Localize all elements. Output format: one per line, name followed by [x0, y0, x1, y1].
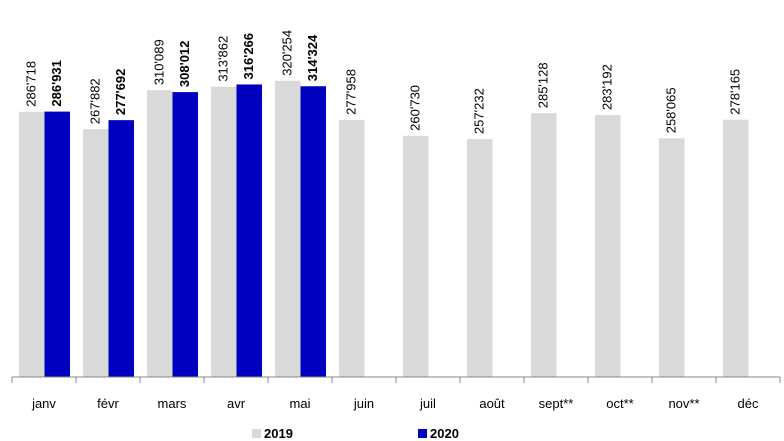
- bar: [339, 119, 365, 377]
- bar: [236, 84, 262, 377]
- x-tick-label: juin: [353, 396, 374, 411]
- value-label: 313'862: [216, 36, 231, 82]
- x-tick-label: déc: [738, 396, 759, 411]
- x-tick-label: sept**: [539, 396, 574, 411]
- bar: [659, 138, 685, 377]
- bar: [595, 115, 621, 378]
- value-label: 286'931: [49, 60, 64, 106]
- x-tick-label: juil: [419, 396, 436, 411]
- bar: [211, 86, 237, 378]
- x-tick-label: nov**: [668, 396, 699, 411]
- bar: [147, 90, 173, 378]
- value-label: 285'128: [536, 62, 551, 108]
- legend-label: 2019: [264, 426, 293, 441]
- x-tick-label: avr: [227, 396, 246, 411]
- value-label: 320'254: [280, 30, 295, 76]
- value-label: 260'730: [408, 85, 423, 131]
- value-label: 314'324: [305, 34, 320, 81]
- bar: [172, 92, 198, 377]
- x-tick-label: janv: [31, 396, 56, 411]
- bar: [275, 80, 301, 378]
- value-label: 267'882: [88, 78, 103, 124]
- bar: [300, 86, 326, 377]
- x-tick-label: mars: [158, 396, 187, 411]
- value-label: 278'165: [728, 69, 743, 115]
- bar: [403, 135, 429, 377]
- legend-label: 2020: [430, 426, 459, 441]
- bar: [19, 111, 45, 377]
- bar: [108, 120, 134, 378]
- legend-swatch: [418, 429, 427, 438]
- bar: [83, 129, 109, 377]
- value-label: 257'232: [472, 88, 487, 134]
- bar: [723, 119, 749, 377]
- bar: [531, 113, 557, 378]
- x-tick-label: août: [479, 396, 505, 411]
- value-label: 286'718: [24, 61, 39, 107]
- value-label: 308'012: [177, 41, 192, 87]
- legend-swatch: [252, 429, 261, 438]
- value-label: 310'089: [152, 39, 167, 85]
- value-label: 316'266: [241, 33, 256, 79]
- x-tick-label: mai: [290, 396, 311, 411]
- value-label: 277'692: [113, 69, 128, 115]
- value-label: 277'958: [344, 69, 359, 115]
- x-tick-label: oct**: [606, 396, 633, 411]
- x-tick-label: févr: [97, 396, 119, 411]
- bar: [467, 139, 493, 377]
- value-label: 258'065: [664, 87, 679, 133]
- bar: [44, 111, 70, 378]
- value-label: 283'192: [600, 64, 615, 110]
